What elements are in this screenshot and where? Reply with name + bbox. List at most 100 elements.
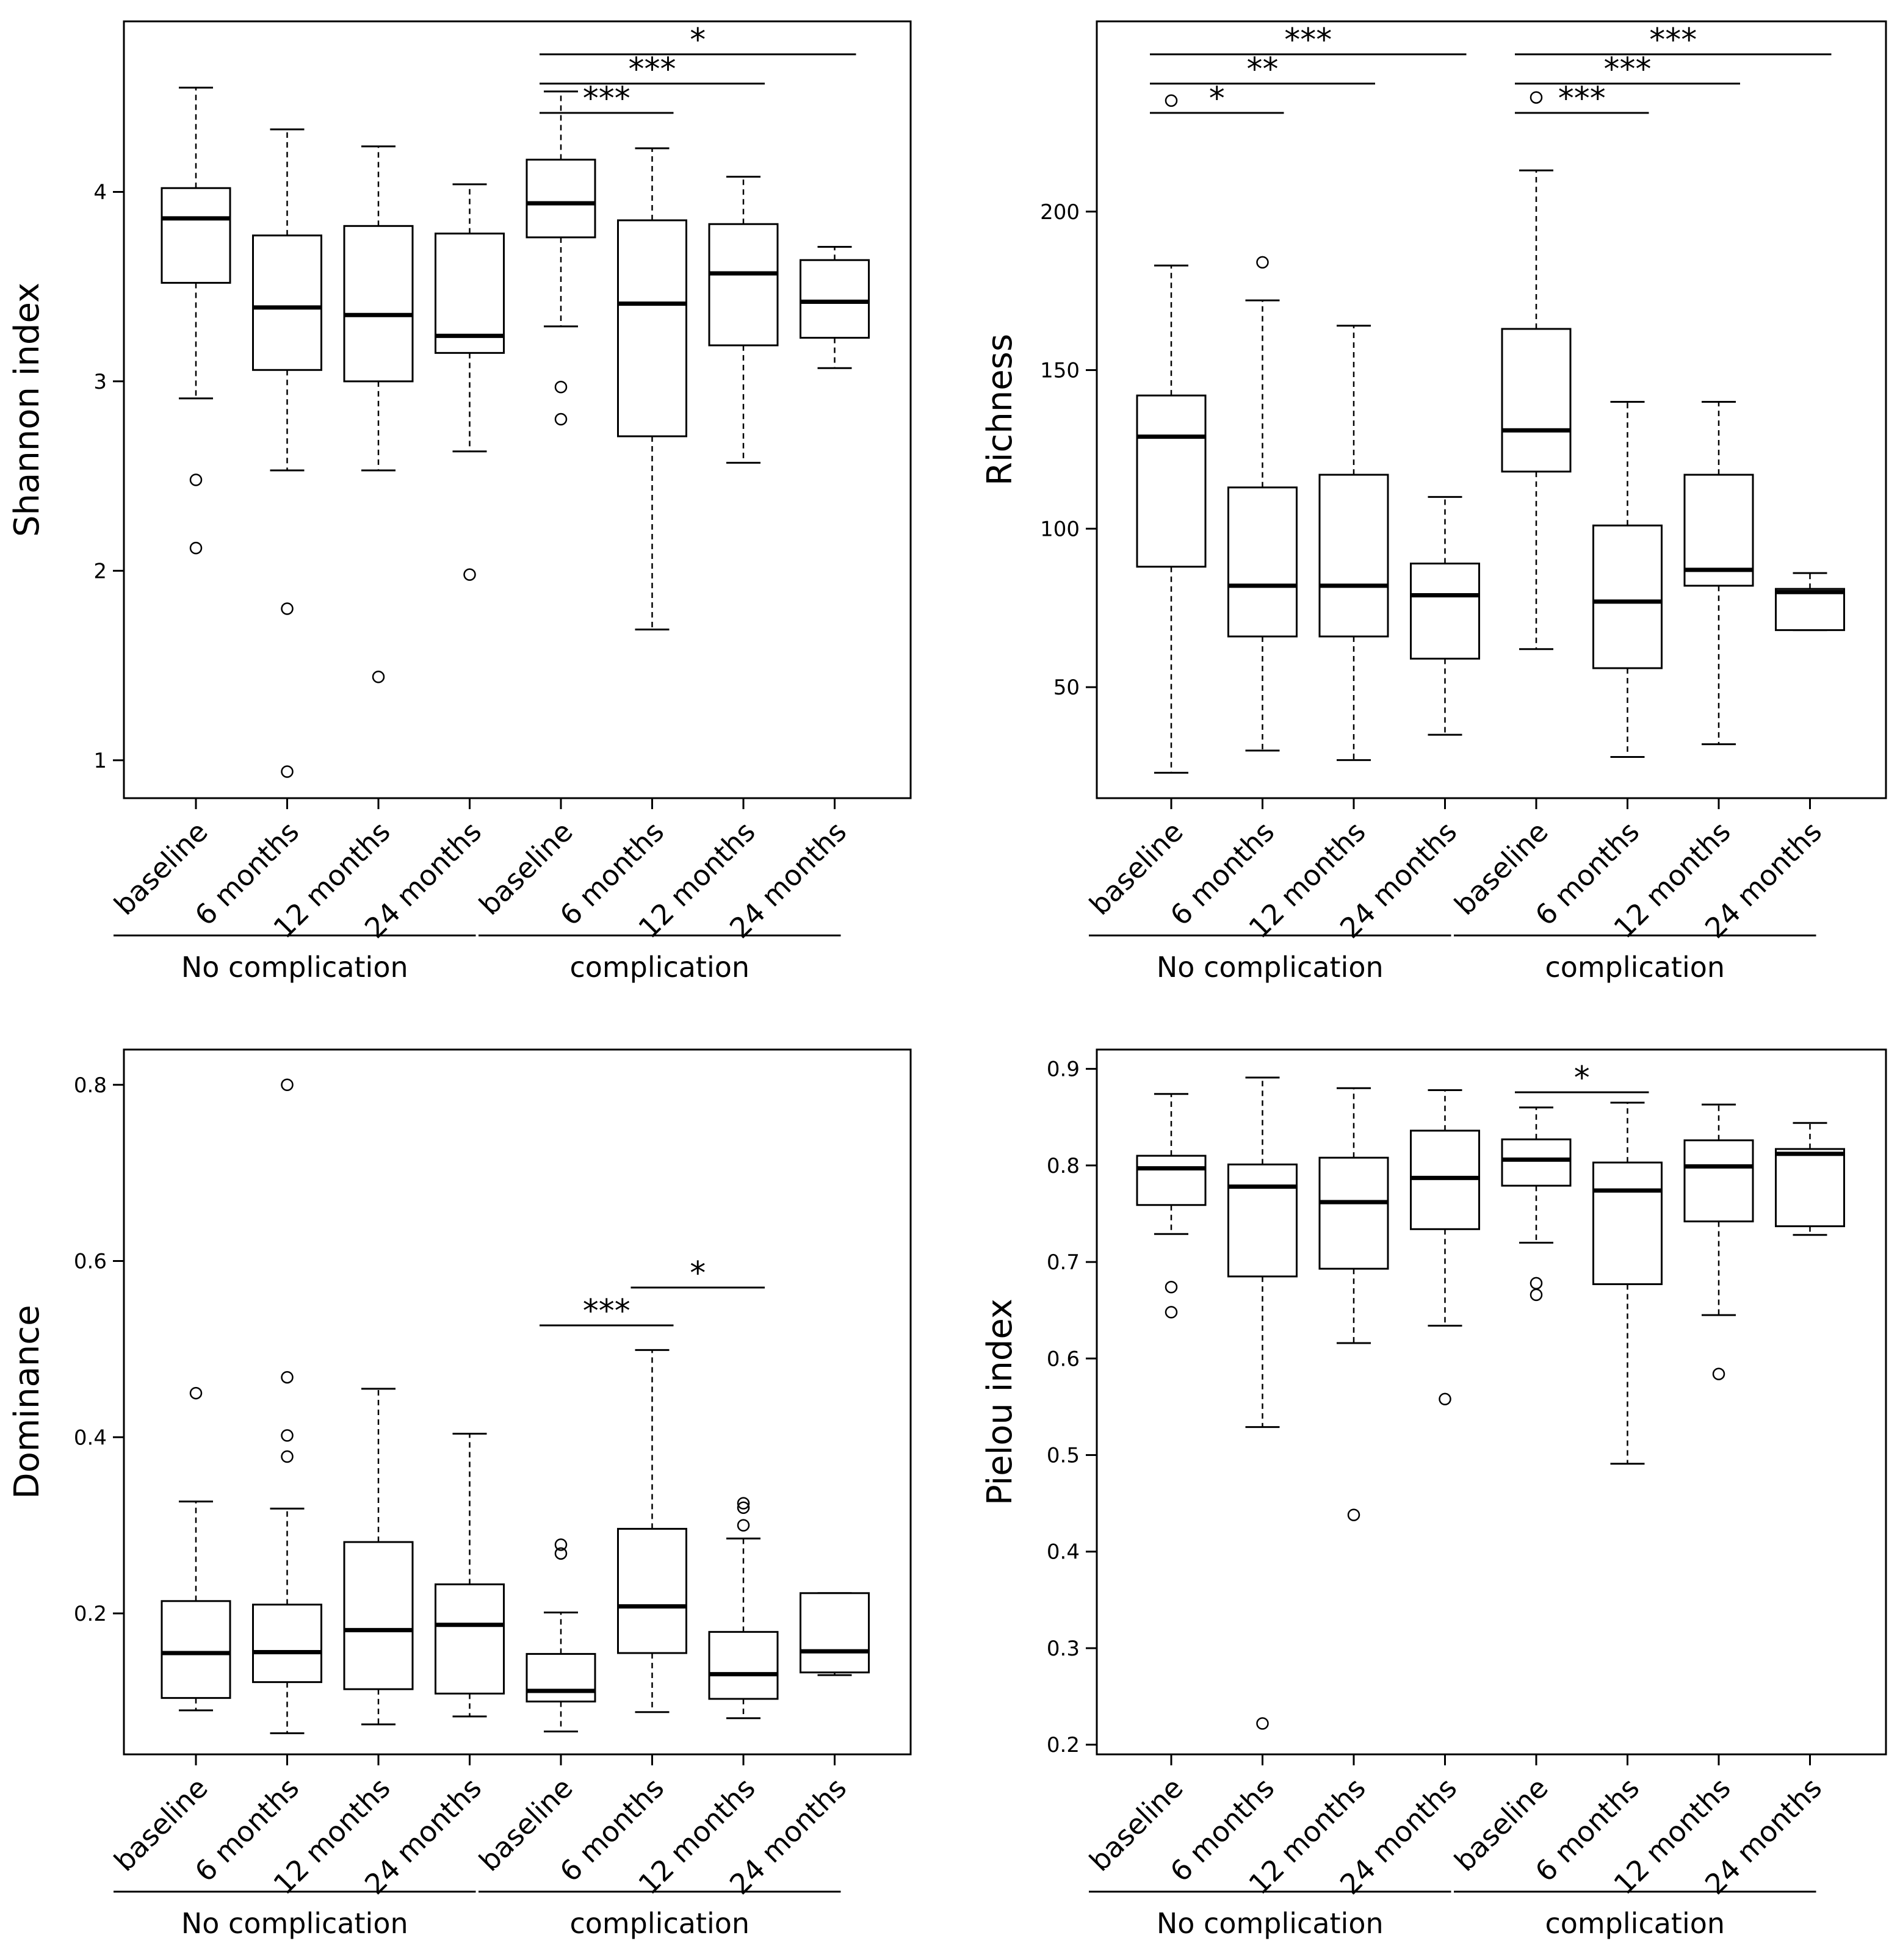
- iqr-box: [1775, 1148, 1845, 1228]
- iqr-box: [800, 1592, 870, 1674]
- outlier-point: [281, 1429, 294, 1442]
- y-tick-label: 0.5: [1047, 1444, 1080, 1468]
- y-tick-label: 0.2: [1047, 1733, 1080, 1757]
- box-4: [435, 183, 505, 581]
- iqr-box: [1592, 524, 1663, 669]
- outlier-point: [189, 541, 203, 555]
- y-tick-label: 1: [93, 749, 107, 773]
- iqr-box: [252, 234, 322, 371]
- outlier-point: [372, 671, 385, 683]
- iqr-box: [161, 1600, 231, 1699]
- significance-bracket: ***: [1515, 81, 1649, 117]
- significance-label: *: [1574, 1060, 1590, 1097]
- box-3: [343, 145, 414, 683]
- box-1: [161, 1386, 231, 1712]
- y-tick-label: 0.8: [1047, 1154, 1080, 1178]
- significance-bracket: ***: [540, 81, 674, 117]
- box-2: [1227, 1076, 1298, 1730]
- outlier-point: [1256, 256, 1269, 269]
- iqr-box: [526, 159, 596, 239]
- box-1: [1136, 94, 1207, 774]
- iqr-box: [252, 1604, 322, 1684]
- iqr-box: [1775, 588, 1845, 632]
- plot-frame: [123, 20, 912, 799]
- outlier-point: [1530, 1277, 1543, 1290]
- iqr-box: [1136, 1155, 1207, 1206]
- iqr-box: [1501, 1138, 1572, 1187]
- chart-panel-4: Pielou index0.20.30.40.50.60.70.80.9base…: [980, 1048, 1887, 1940]
- iqr-box: [1683, 474, 1754, 587]
- outlier-point: [1530, 1288, 1543, 1302]
- box-7: [708, 176, 779, 464]
- iqr-box: [1410, 563, 1480, 660]
- y-axis-label: Dominance: [7, 1305, 47, 1499]
- group-label-complication: complication: [1545, 1907, 1725, 1940]
- iqr-box: [1683, 1139, 1754, 1223]
- box-5: [526, 90, 596, 426]
- box-8: [1775, 572, 1845, 632]
- significance-label: *: [690, 1255, 706, 1292]
- iqr-box: [1136, 394, 1207, 568]
- outlier-point: [189, 1386, 203, 1400]
- box-6: [617, 147, 687, 631]
- box-3: [1318, 325, 1389, 762]
- significance-bracket: *: [1515, 1060, 1649, 1097]
- y-tick-label: 4: [93, 180, 107, 204]
- outlier-point: [554, 380, 568, 394]
- y-tick-label: 150: [1040, 359, 1080, 383]
- box-2: [1227, 256, 1298, 752]
- iqr-box: [708, 1630, 779, 1700]
- box-8: [800, 1592, 870, 1676]
- y-tick-label: 3: [93, 370, 107, 394]
- iqr-box: [343, 1541, 414, 1690]
- significance-bracket: *: [1150, 81, 1284, 117]
- outlier-point: [281, 765, 294, 778]
- outlier-point: [1165, 1280, 1178, 1294]
- y-tick-label: 0.2: [74, 1602, 107, 1626]
- significance-bracket: ***: [1515, 51, 1740, 88]
- outlier-point: [281, 1371, 294, 1384]
- y-tick-label: 100: [1040, 517, 1080, 541]
- box-1: [161, 87, 231, 555]
- y-tick-label: 0.7: [1047, 1250, 1080, 1275]
- y-tick-label: 0.3: [1047, 1637, 1080, 1661]
- significance-bracket: *: [630, 1255, 765, 1292]
- iqr-box: [617, 1527, 687, 1654]
- outlier-point: [737, 1497, 750, 1510]
- y-tick-label: 2: [93, 559, 107, 583]
- box-8: [800, 245, 870, 369]
- box-3: [1318, 1087, 1389, 1521]
- outlier-point: [554, 1547, 568, 1560]
- outlier-point: [1165, 1306, 1178, 1319]
- box-5: [1501, 91, 1572, 650]
- box-2: [252, 128, 322, 778]
- plot-frame: [1096, 20, 1887, 799]
- outlier-point: [1530, 91, 1543, 104]
- box-6: [1592, 1101, 1663, 1465]
- outlier-point: [554, 1538, 568, 1551]
- outlier-point: [554, 413, 568, 426]
- y-tick-label: 0.6: [74, 1250, 107, 1274]
- y-tick-label: 200: [1040, 200, 1080, 225]
- plot-frame: [123, 1048, 912, 1756]
- outlier-point: [737, 1519, 750, 1532]
- outlier-point: [281, 1078, 294, 1091]
- significance-label: ***: [629, 51, 676, 88]
- significance-label: *: [690, 22, 706, 59]
- iqr-box: [526, 1652, 596, 1702]
- y-axis-label: Shannon index: [7, 283, 47, 537]
- y-tick-label: 0.9: [1047, 1057, 1080, 1082]
- y-tick-label: 50: [1053, 676, 1080, 700]
- iqr-box: [617, 219, 687, 438]
- box-7: [1683, 1103, 1754, 1380]
- iqr-box: [435, 232, 505, 354]
- iqr-box: [800, 259, 870, 339]
- y-axis-label: Richness: [980, 334, 1020, 486]
- significance-label: **: [1247, 51, 1279, 88]
- y-axis-label: Pielou index: [980, 1299, 1020, 1505]
- iqr-box: [1318, 1156, 1389, 1270]
- significance-label: ***: [1558, 81, 1606, 117]
- iqr-box: [343, 225, 414, 383]
